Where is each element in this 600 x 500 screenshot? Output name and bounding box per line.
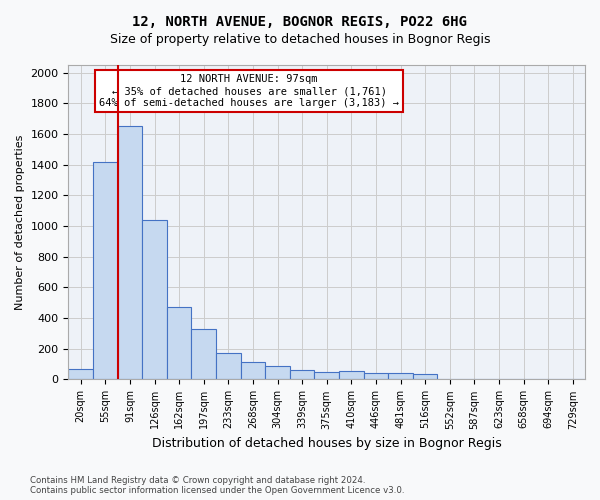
Bar [167,308,191,380]
X-axis label: Distribution of detached houses by size in Bognor Regis: Distribution of detached houses by size … [152,437,502,450]
Text: 12, NORTH AVENUE, BOGNOR REGIS, PO22 6HG: 12, NORTH AVENUE, BOGNOR REGIS, PO22 6HG [133,15,467,29]
Text: Size of property relative to detached houses in Bognor Regis: Size of property relative to detached ho… [110,32,490,46]
Y-axis label: Number of detached properties: Number of detached properties [15,134,25,310]
Bar [216,352,241,380]
Bar [364,372,388,380]
Text: 12 NORTH AVENUE: 97sqm
← 35% of detached houses are smaller (1,761)
64% of semi-: 12 NORTH AVENUE: 97sqm ← 35% of detached… [99,74,399,108]
Bar [290,370,314,380]
Bar [118,126,142,380]
Bar [339,371,364,380]
Bar [142,220,167,380]
Bar [241,362,265,380]
Bar [93,162,118,380]
Bar [68,368,93,380]
Bar [413,374,437,380]
Text: Contains HM Land Registry data © Crown copyright and database right 2024.
Contai: Contains HM Land Registry data © Crown c… [30,476,404,495]
Bar [265,366,290,380]
Bar [314,372,339,380]
Bar [191,329,216,380]
Bar [388,374,413,380]
